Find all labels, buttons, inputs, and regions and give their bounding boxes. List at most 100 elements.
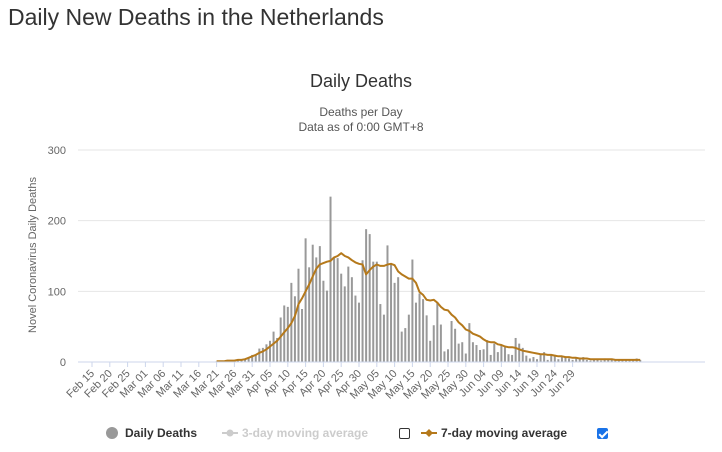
bar: [279, 317, 282, 362]
y-tick-label: 300: [48, 145, 66, 157]
bar: [293, 296, 296, 362]
bar: [536, 359, 538, 362]
bar: [521, 347, 524, 362]
bar: [589, 360, 592, 362]
bar: [439, 324, 442, 362]
bar: [514, 337, 517, 362]
bar: [575, 358, 578, 362]
bar: [318, 246, 321, 362]
bar: [596, 359, 599, 362]
bar: [343, 286, 346, 362]
bar: [585, 359, 588, 362]
daily-deaths-chart: Daily Deaths Deaths per Day Data as of 0…: [27, 71, 705, 402]
bar: [447, 349, 449, 362]
bar: [518, 343, 521, 362]
bar: [471, 342, 474, 362]
bar: [610, 359, 613, 362]
bar: [578, 357, 581, 362]
bar: [546, 359, 549, 362]
bar: [308, 267, 311, 362]
legend-3day-ma[interactable]: 3-day moving average: [222, 426, 368, 440]
y-tick-label: 200: [48, 216, 66, 228]
bar: [361, 260, 364, 362]
legend-dot-icon: [106, 427, 118, 439]
bar: [571, 359, 574, 362]
line-marker-icon: [222, 429, 238, 437]
bar: [336, 258, 339, 362]
chart-subtitle-line-1: Deaths per Day: [319, 105, 402, 119]
bar: [418, 293, 421, 362]
bar: [261, 347, 264, 362]
bar: [457, 343, 460, 362]
checkbox-3day-ma[interactable]: [399, 428, 410, 439]
bar: [528, 358, 531, 362]
bar: [525, 355, 528, 362]
bar: [393, 282, 396, 362]
bar: [354, 295, 357, 362]
bar: [486, 340, 489, 362]
bar: [379, 304, 382, 362]
bar: [607, 359, 610, 362]
bar: [450, 321, 453, 362]
bar: [592, 359, 595, 362]
bar: [414, 302, 417, 362]
bar: [329, 196, 332, 362]
y-tick-label: 0: [60, 357, 66, 369]
bar: [297, 268, 300, 362]
bar: [311, 244, 314, 362]
bar: [350, 277, 353, 362]
bar: [553, 354, 556, 362]
bar: [600, 360, 603, 362]
bar: [315, 257, 318, 362]
bar: [400, 331, 403, 362]
bar: [340, 273, 343, 362]
bar: [479, 349, 482, 362]
bar: [454, 328, 457, 362]
y-tick-label: 100: [48, 286, 66, 298]
bar: [304, 238, 307, 362]
bar: [407, 314, 410, 362]
bar: [358, 302, 360, 362]
bar: [244, 358, 247, 362]
bar: [507, 354, 510, 362]
bar: [568, 358, 571, 362]
chart-title: Daily Deaths: [310, 71, 412, 91]
bar: [614, 360, 617, 362]
bar: [236, 360, 239, 362]
bar: [539, 354, 542, 362]
bar: [390, 264, 393, 362]
bar: [269, 340, 271, 362]
bar: [272, 331, 275, 362]
bar: [375, 261, 378, 362]
bar: [550, 354, 553, 362]
bar: [557, 359, 560, 362]
bar: [503, 347, 506, 362]
bar: [475, 345, 478, 362]
bar: [322, 280, 325, 362]
page-title: Daily New Deaths in the Netherlands: [8, 4, 384, 30]
bar: [443, 351, 446, 362]
legend-daily-deaths[interactable]: Daily Deaths: [106, 426, 197, 440]
bar: [286, 306, 289, 362]
bar: [382, 314, 385, 362]
bar: [372, 261, 375, 362]
bar: [397, 277, 400, 362]
bar: [461, 342, 464, 362]
bar: [482, 349, 485, 362]
checkbox-7day-ma[interactable]: [597, 428, 608, 439]
bar: [564, 357, 567, 362]
chart-subtitle-line-2: Data as of 0:00 GMT+8: [298, 120, 423, 134]
bar: [425, 315, 428, 362]
bar: [386, 245, 389, 362]
bar: [347, 266, 350, 362]
legend-7day-ma[interactable]: 7-day moving average: [421, 426, 567, 440]
bar: [365, 229, 368, 362]
bar: [258, 348, 261, 362]
bar: [301, 309, 304, 362]
bar: [511, 354, 514, 362]
bar: [532, 357, 535, 362]
bar: [429, 340, 432, 362]
bar: [468, 323, 471, 362]
line-marker-icon: [421, 429, 437, 437]
legend-3day-ma-label: 3-day moving average: [242, 426, 369, 440]
